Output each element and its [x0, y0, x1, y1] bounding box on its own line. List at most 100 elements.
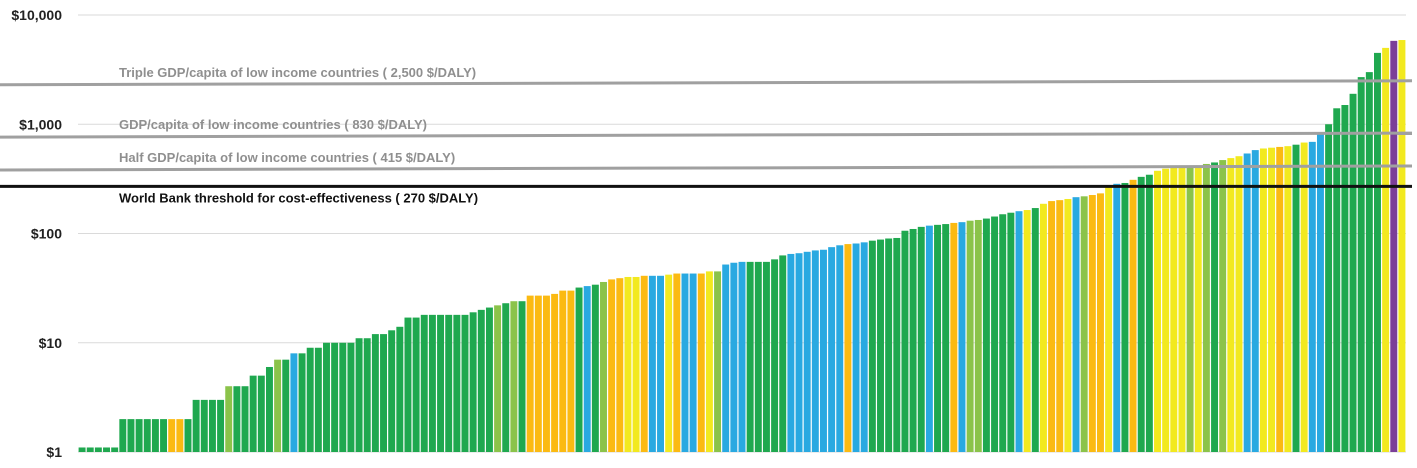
bar — [1382, 48, 1389, 452]
bar — [1260, 148, 1267, 452]
bar — [959, 222, 966, 452]
bar — [282, 360, 289, 452]
bar — [445, 315, 452, 452]
bar — [1024, 210, 1031, 452]
bar — [1154, 171, 1161, 452]
bar — [1056, 200, 1063, 452]
reference-line — [0, 81, 1412, 85]
bar — [657, 276, 664, 452]
bar — [1016, 211, 1023, 452]
bar — [519, 301, 526, 452]
bar — [1366, 72, 1373, 452]
bar — [527, 296, 534, 452]
bar — [1089, 195, 1096, 452]
bar — [942, 224, 949, 452]
bar — [372, 334, 379, 452]
bar — [396, 327, 403, 452]
bar — [592, 285, 599, 452]
bar — [144, 419, 151, 452]
bar — [1390, 41, 1397, 452]
bar — [910, 229, 917, 452]
bar — [462, 315, 469, 452]
bar — [559, 291, 566, 452]
bar — [193, 400, 200, 452]
y-tick-label: $100 — [31, 226, 62, 242]
bar — [885, 239, 892, 453]
bar — [1268, 148, 1275, 452]
bar — [242, 386, 249, 452]
bar — [502, 303, 509, 452]
bar — [999, 214, 1006, 452]
bar — [779, 255, 786, 452]
bar — [1097, 193, 1104, 452]
bar — [1032, 208, 1039, 452]
bar — [225, 386, 232, 452]
bar — [437, 315, 444, 452]
bar — [576, 288, 583, 452]
bar — [347, 343, 354, 452]
bar — [1121, 183, 1128, 452]
bar — [1130, 180, 1137, 452]
bar — [616, 278, 623, 452]
bar — [331, 343, 338, 452]
bar — [1187, 167, 1194, 452]
bar — [624, 277, 631, 452]
bar — [95, 447, 102, 452]
bar — [665, 275, 672, 452]
bar — [111, 447, 118, 452]
bar — [1040, 204, 1047, 452]
bar — [217, 400, 224, 452]
bar — [1293, 145, 1300, 452]
bar — [486, 308, 493, 452]
bar — [380, 334, 387, 452]
bar — [934, 225, 941, 452]
bar — [1007, 213, 1014, 452]
bar — [950, 223, 957, 452]
bar — [510, 301, 517, 452]
bar — [975, 220, 982, 452]
bar — [1138, 177, 1145, 452]
bar — [1048, 201, 1055, 452]
bar — [641, 276, 648, 452]
bar — [853, 244, 860, 453]
bar — [1301, 143, 1308, 452]
bar — [836, 245, 843, 452]
bar — [584, 286, 591, 452]
bar — [307, 348, 314, 452]
y-axis: $1 $10 $100 $1,000 $10,000 — [11, 7, 62, 460]
bar — [730, 263, 737, 452]
bar — [1227, 158, 1234, 452]
bar — [747, 262, 754, 452]
bar — [201, 400, 208, 452]
bar — [176, 419, 183, 452]
bar — [152, 419, 159, 452]
bar — [698, 274, 705, 452]
bars — [79, 40, 1406, 452]
bar — [119, 419, 126, 452]
bar — [233, 386, 240, 452]
bar — [1276, 147, 1283, 452]
bar — [339, 343, 346, 452]
bar — [926, 226, 933, 452]
bar — [1195, 166, 1202, 452]
bar — [250, 376, 257, 452]
bar — [967, 221, 974, 452]
bar — [258, 376, 265, 452]
reference-line-label: Half GDP/capita of low income countries … — [119, 150, 455, 165]
bar — [323, 343, 330, 452]
bar — [706, 271, 713, 452]
bar — [812, 250, 819, 452]
bar — [1162, 169, 1169, 452]
bar — [429, 315, 436, 452]
bar — [266, 367, 273, 452]
bar — [1350, 94, 1357, 452]
bar — [1374, 53, 1381, 452]
bar — [787, 254, 794, 452]
bar — [160, 419, 167, 452]
bar — [478, 310, 485, 452]
bar — [877, 240, 884, 452]
y-tick-label: $1 — [46, 444, 62, 460]
bar — [1252, 150, 1259, 452]
bar — [682, 274, 689, 452]
